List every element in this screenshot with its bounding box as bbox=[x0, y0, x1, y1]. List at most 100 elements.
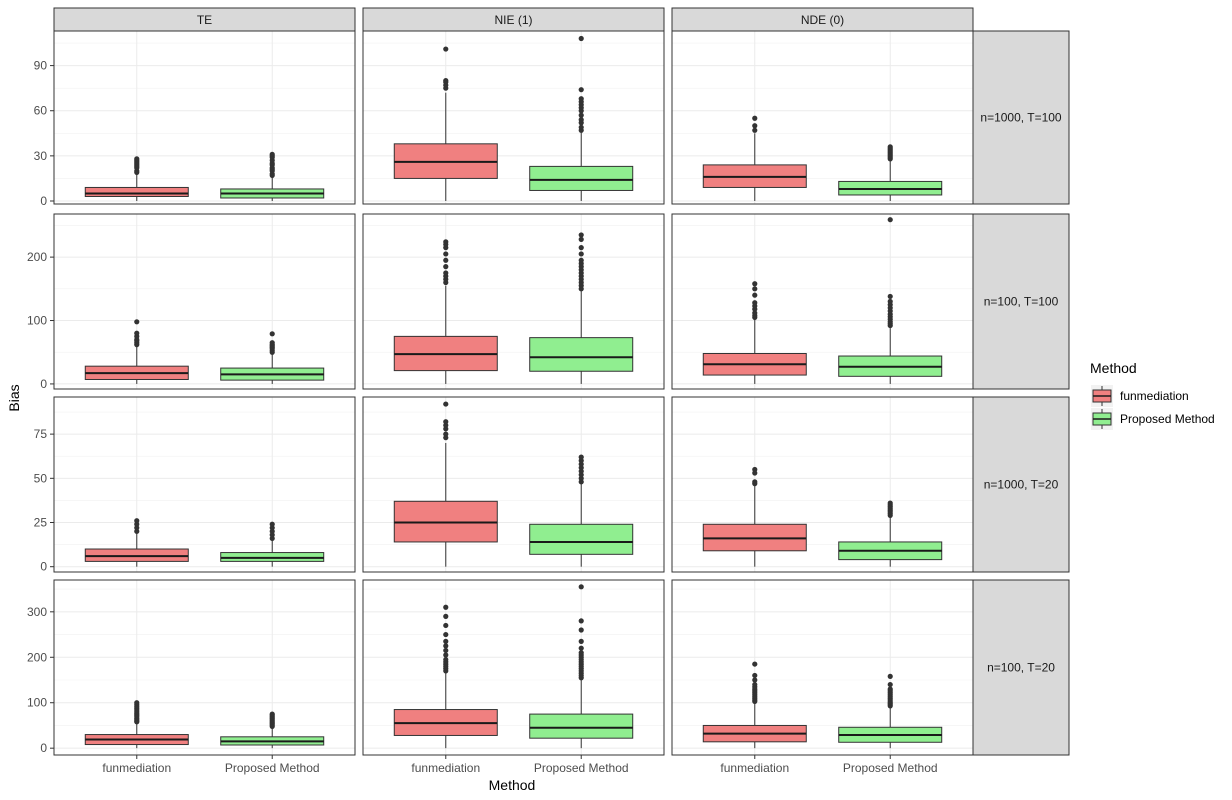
outlier-point bbox=[443, 401, 449, 407]
panel-background bbox=[54, 214, 355, 389]
outlier-point bbox=[578, 645, 584, 651]
outlier-point bbox=[443, 631, 449, 638]
outlier-point bbox=[443, 251, 449, 257]
outlier-point bbox=[578, 236, 584, 242]
outlier-point bbox=[269, 521, 275, 527]
box-iqr bbox=[529, 165, 634, 191]
y-tick-label: 200 bbox=[27, 250, 47, 264]
panel-border bbox=[53, 30, 356, 205]
outlier-point bbox=[752, 292, 758, 298]
legend-item: funmediation bbox=[1091, 385, 1189, 407]
outlier-point bbox=[443, 647, 449, 654]
outlier-point bbox=[134, 319, 140, 325]
outlier-point bbox=[752, 115, 758, 121]
outlier-point bbox=[887, 681, 893, 688]
y-tick-label: 0 bbox=[40, 377, 47, 391]
y-tick-label: 0 bbox=[40, 741, 47, 755]
outlier-point bbox=[443, 638, 449, 644]
outlier-point bbox=[752, 661, 758, 667]
outlier-point bbox=[887, 217, 893, 223]
y-tick-label: 0 bbox=[40, 560, 47, 574]
box-iqr bbox=[529, 337, 634, 372]
box-iqr bbox=[529, 523, 634, 555]
outlier-point bbox=[752, 123, 758, 129]
box-iqr bbox=[84, 186, 189, 197]
outlier-point bbox=[269, 151, 275, 157]
outlier-point bbox=[443, 264, 449, 270]
outlier-point bbox=[887, 686, 893, 692]
outlier-point bbox=[443, 46, 449, 52]
facet-strip-row-label: n=1000, T=20 bbox=[984, 478, 1059, 492]
outlier-point bbox=[752, 681, 758, 688]
outlier-point bbox=[443, 257, 449, 263]
outlier-point bbox=[443, 239, 449, 245]
facet-panel bbox=[362, 396, 665, 573]
facet-strip-col-label: NDE (0) bbox=[801, 13, 844, 27]
outlier-point bbox=[269, 340, 275, 346]
x-tick-label: funmediation bbox=[102, 761, 171, 775]
outlier-point bbox=[887, 298, 893, 305]
panel-border bbox=[671, 579, 974, 756]
facet-panel bbox=[671, 213, 974, 390]
outlier-point bbox=[887, 500, 893, 506]
legend-title: Method bbox=[1090, 360, 1137, 376]
outlier-point bbox=[134, 700, 140, 706]
outlier-point bbox=[578, 638, 584, 644]
y-tick-label: 50 bbox=[34, 471, 48, 485]
panel-background bbox=[54, 31, 355, 204]
outlier-point bbox=[578, 257, 584, 263]
outlier-point bbox=[269, 711, 275, 717]
facet-panel bbox=[53, 396, 356, 573]
box-iqr bbox=[529, 713, 634, 739]
outlier-point bbox=[578, 87, 584, 93]
outlier-point bbox=[578, 584, 584, 590]
outlier-point bbox=[443, 419, 449, 425]
x-tick-label: Proposed Method bbox=[534, 761, 629, 775]
outlier-point bbox=[578, 251, 584, 257]
y-tick-label: 75 bbox=[34, 427, 48, 441]
panels-layer: TE NIE (1) NDE (0) n=1000, T=100 n=100, T=10… bbox=[27, 7, 1070, 775]
x-axis-title: Method bbox=[489, 777, 536, 793]
outlier-point bbox=[443, 431, 449, 437]
outlier-point bbox=[887, 293, 893, 300]
outlier-point bbox=[887, 673, 893, 679]
panel-border bbox=[671, 213, 974, 390]
y-tick-label: 300 bbox=[27, 605, 47, 619]
outlier-point bbox=[443, 643, 449, 649]
facet-strip-row bbox=[972, 30, 1070, 205]
y-tick-label: 100 bbox=[27, 314, 47, 328]
outlier-point bbox=[578, 245, 584, 251]
outlier-point bbox=[752, 479, 758, 485]
facet-strip-row-label: n=1000, T=100 bbox=[980, 111, 1062, 125]
y-tick-label: 200 bbox=[27, 650, 47, 664]
outlier-point bbox=[134, 518, 140, 524]
y-tick-label: 90 bbox=[34, 59, 48, 73]
facet-strip-row bbox=[972, 396, 1070, 573]
outlier-point bbox=[752, 466, 758, 473]
outlier-point bbox=[443, 656, 449, 663]
legend-item-label: Proposed Method bbox=[1120, 412, 1215, 426]
outlier-point bbox=[134, 330, 140, 336]
outlier-point bbox=[578, 124, 584, 130]
x-tick-label: funmediation bbox=[720, 761, 789, 775]
y-tick-label: 30 bbox=[34, 149, 48, 163]
panel-border bbox=[671, 396, 974, 573]
outlier-point bbox=[578, 627, 584, 633]
facet-panel bbox=[671, 30, 974, 205]
outlier-point bbox=[578, 454, 584, 460]
facet-panel bbox=[362, 30, 665, 205]
outlier-point bbox=[752, 286, 758, 292]
panel-border bbox=[362, 213, 665, 390]
x-tick-label: Proposed Method bbox=[843, 761, 938, 775]
outlier-point bbox=[443, 652, 449, 658]
outlier-point bbox=[578, 650, 584, 656]
outlier-point bbox=[443, 613, 449, 619]
facet-strip-row-label: n=100, T=20 bbox=[987, 661, 1055, 675]
x-tick-label: Proposed Method bbox=[225, 761, 320, 775]
outlier-point bbox=[752, 300, 758, 306]
facet-panel bbox=[362, 213, 665, 390]
outlier-point bbox=[443, 78, 449, 84]
outlier-point bbox=[443, 270, 449, 276]
legend-item-label: funmediation bbox=[1120, 389, 1189, 403]
